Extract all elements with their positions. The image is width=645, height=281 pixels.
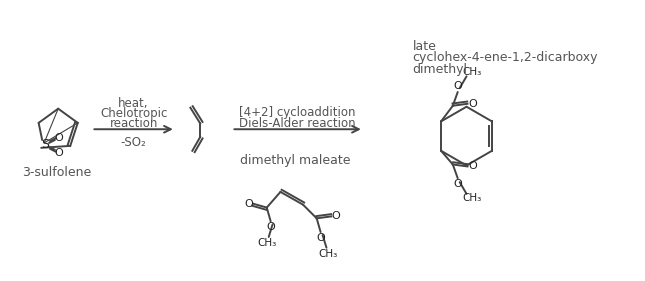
Text: O: O xyxy=(468,99,477,109)
Text: cyclohex-4-ene-1,2-dicarboxy: cyclohex-4-ene-1,2-dicarboxy xyxy=(413,51,598,64)
Text: O: O xyxy=(453,81,462,91)
Text: O: O xyxy=(244,199,253,209)
Text: O: O xyxy=(316,233,325,243)
Text: CH₃: CH₃ xyxy=(257,238,276,248)
Text: Diels-Alder reaction: Diels-Alder reaction xyxy=(239,117,356,130)
Text: CH₃: CH₃ xyxy=(462,67,482,78)
Text: 3-sulfolene: 3-sulfolene xyxy=(21,166,91,179)
Text: O: O xyxy=(453,179,462,189)
Text: CH₃: CH₃ xyxy=(319,249,338,259)
Text: reaction: reaction xyxy=(110,117,158,130)
Text: dimethyl maleate: dimethyl maleate xyxy=(240,154,350,167)
Text: CH₃: CH₃ xyxy=(462,193,482,203)
Text: Chelotropic: Chelotropic xyxy=(100,107,167,120)
Text: O: O xyxy=(468,162,477,171)
Text: -SO₂: -SO₂ xyxy=(121,137,146,149)
Text: O: O xyxy=(54,133,63,143)
Text: S: S xyxy=(41,139,49,151)
Text: dimethyl: dimethyl xyxy=(413,63,468,76)
Text: O: O xyxy=(54,148,63,158)
Text: [4+2] cycloaddition: [4+2] cycloaddition xyxy=(239,106,356,119)
Text: O: O xyxy=(331,211,340,221)
Text: heat,: heat, xyxy=(118,97,149,110)
Text: late: late xyxy=(413,40,437,53)
Text: O: O xyxy=(266,222,275,232)
